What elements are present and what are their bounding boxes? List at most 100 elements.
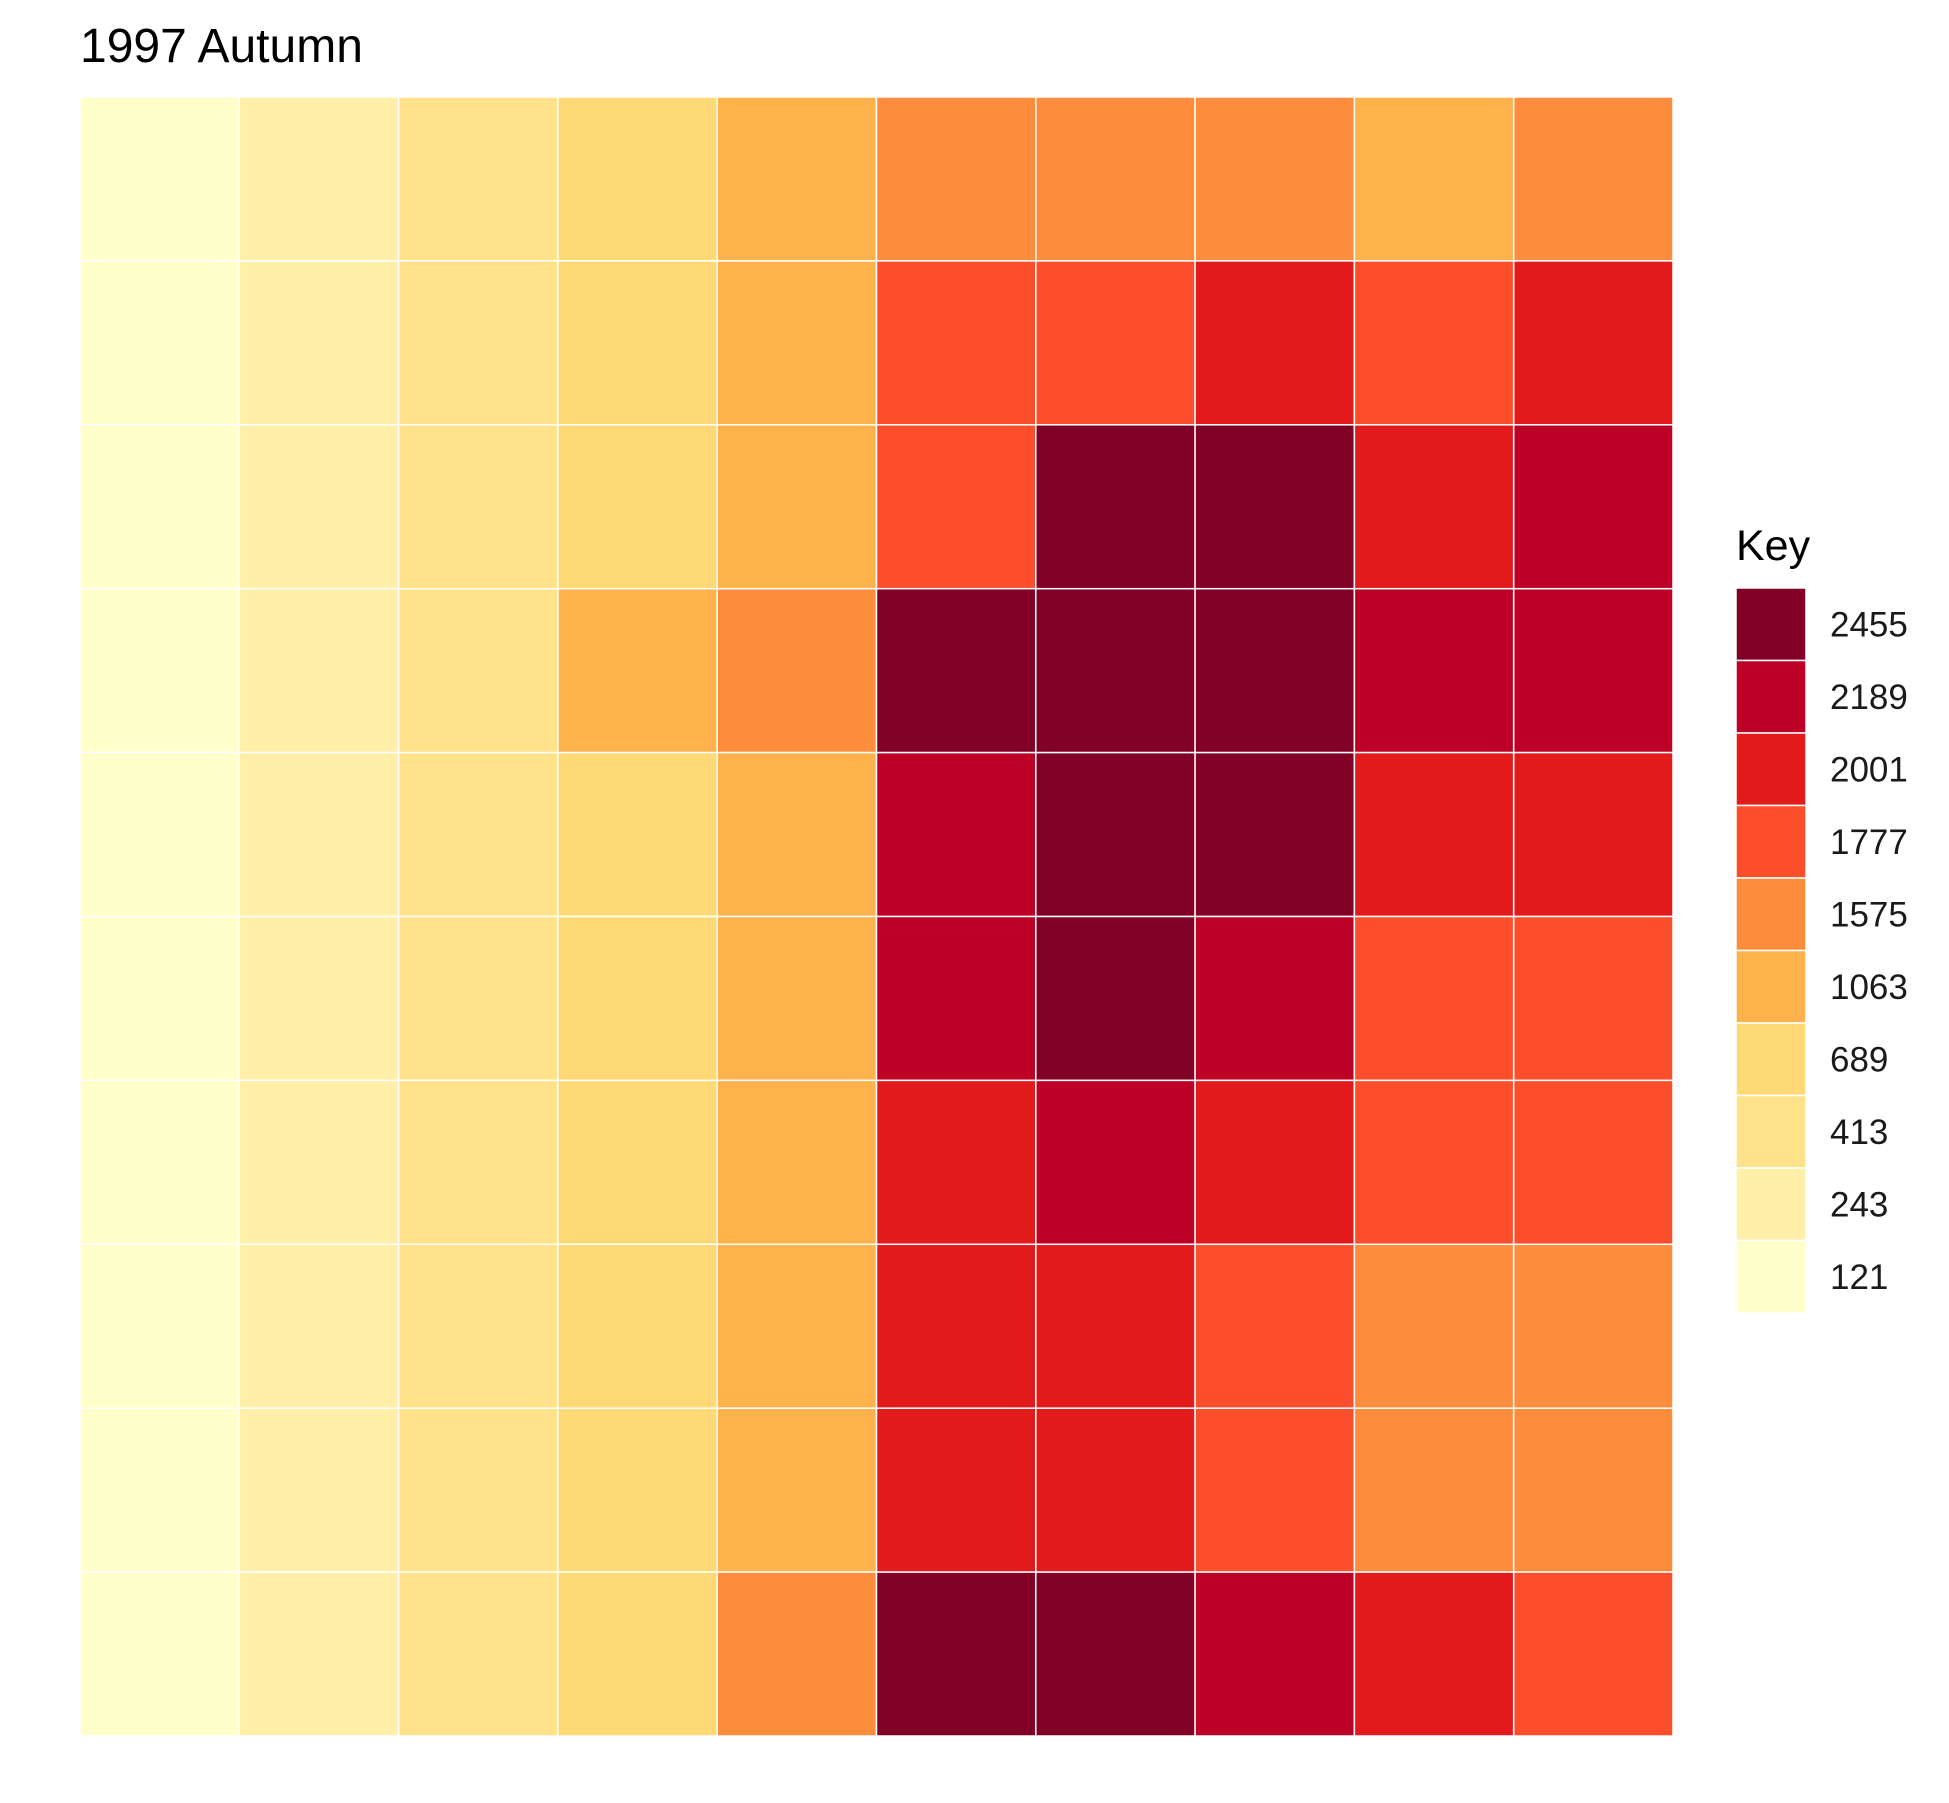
heatmap-cell-r3-c3 [397,424,559,590]
heatmap-cell-r8-c3 [397,1243,559,1409]
heatmap-cell-r9-c5 [716,1407,878,1573]
heatmap-cell-r9-c3 [397,1407,559,1573]
heatmap-cell-r5-c10 [1512,751,1674,918]
legend-swatch-121 [1735,1239,1807,1314]
legend-swatch-1063 [1735,949,1807,1024]
heatmap-cell-r8-c9 [1353,1243,1515,1409]
heatmap-cell-r1-c2 [238,96,400,262]
heatmap-cell-r5-c1 [79,751,241,918]
legend-label-121: 121 [1830,1258,1888,1297]
heatmap-cell-r2-c4 [557,260,718,426]
heatmap-cell-r8-c8 [1194,1243,1356,1409]
heatmap-cell-r9-c7 [1035,1407,1196,1573]
heatmap-cell-r3-c5 [716,424,878,590]
heatmap-cell-r2-c6 [875,260,1037,426]
legend-swatch-1575 [1735,877,1807,952]
legend-label-2001: 2001 [1830,750,1908,789]
legend-swatch-2455 [1735,587,1807,662]
heatmap-cell-r9-c1 [79,1407,241,1573]
legend-swatch-243 [1735,1167,1807,1242]
legend-label-1777: 1777 [1830,823,1908,862]
heatmap-cell-r7-c10 [1512,1079,1674,1246]
heatmap-cell-r2-c5 [716,260,878,426]
heatmap-cell-r5-c9 [1353,751,1515,918]
heatmap-cell-r7-c4 [557,1079,718,1246]
heatmap-cell-r3-c4 [557,424,718,590]
heatmap-cell-r8-c7 [1035,1243,1196,1409]
heatmap-cell-r8-c4 [557,1243,718,1409]
heatmap-cell-r1-c4 [557,96,718,262]
heatmap-cell-r9-c8 [1194,1407,1356,1573]
heatmap-cell-r8-c5 [716,1243,878,1409]
heatmap-cell-r6-c9 [1353,915,1515,1082]
heatmap-cell-r4-c9 [1353,587,1515,754]
heatmap-cell-r6-c3 [397,915,559,1082]
heatmap-cell-r10-c9 [1353,1571,1515,1737]
legend-label-1063: 1063 [1830,968,1908,1007]
heatmap-cell-r4-c10 [1512,587,1674,754]
legend-swatch-689 [1735,1022,1807,1097]
heatmap-cell-r4-c5 [716,587,878,754]
heatmap-cell-r4-c4 [557,587,718,754]
heatmap-cell-r3-c6 [875,424,1037,590]
heatmap-cell-r6-c6 [875,915,1037,1082]
heatmap-cell-r7-c1 [79,1079,241,1246]
heatmap-cell-r2-c3 [397,260,559,426]
heatmap-cell-r3-c8 [1194,424,1356,590]
heatmap-cell-r4-c6 [875,587,1037,754]
legend-swatch-413 [1735,1094,1807,1169]
heatmap-cell-r3-c10 [1512,424,1674,590]
legend-label-2455: 2455 [1830,605,1908,644]
heatmap-cell-r7-c3 [397,1079,559,1246]
heatmap-cell-r2-c2 [238,260,400,426]
heatmap-cell-r4-c1 [79,587,241,754]
heatmap-cell-r10-c7 [1035,1571,1196,1737]
heatmap-cell-r6-c8 [1194,915,1356,1082]
heatmap-cell-r1-c1 [79,96,241,262]
heatmap-cell-r5-c8 [1194,751,1356,918]
heatmap-cell-r1-c7 [1035,96,1196,262]
heatmap-cell-r10-c6 [875,1571,1037,1737]
heatmap-cell-r1-c5 [716,96,878,262]
heatmap-cell-r2-c1 [79,260,241,426]
heatmap-cell-r2-c9 [1353,260,1515,426]
heatmap-cell-r9-c2 [238,1407,400,1573]
legend-label-2189: 2189 [1830,678,1908,717]
legend-title: Key [1736,522,1811,570]
heatmap-cell-r3-c1 [79,424,241,590]
heatmap-cell-r8-c6 [875,1243,1037,1409]
heatmap-cell-r7-c8 [1194,1079,1356,1246]
heatmap-cell-r4-c3 [397,587,559,754]
heatmap-cell-r10-c3 [397,1571,559,1737]
heatmap-cell-r7-c7 [1035,1079,1196,1246]
heatmap-cell-r4-c2 [238,587,400,754]
legend-label-689: 689 [1830,1040,1888,1079]
heatmap-cell-r7-c2 [238,1079,400,1246]
heatmap-cell-r5-c5 [716,751,878,918]
heatmap-cell-r10-c4 [557,1571,718,1737]
heatmap-cell-r1-c6 [875,96,1037,262]
heatmap-cell-r5-c6 [875,751,1037,918]
heatmap-cell-r1-c10 [1512,96,1674,262]
heatmap-cell-r3-c9 [1353,424,1515,590]
heatmap-cell-r7-c5 [716,1079,878,1246]
heatmap-cell-r2-c7 [1035,260,1196,426]
heatmap-cell-r10-c2 [238,1571,400,1737]
legend-swatch-2001 [1735,732,1807,807]
heatmap-cell-r9-c6 [875,1407,1037,1573]
heatmap-cell-r6-c5 [716,915,878,1082]
heatmap-cells [79,96,1674,1737]
heatmap-cell-r10-c8 [1194,1571,1356,1737]
heatmap-cell-r6-c7 [1035,915,1196,1082]
heatmap-cell-r8-c1 [79,1243,241,1409]
chart-title: 1997 Autumn [80,20,363,73]
heatmap-cell-r2-c10 [1512,260,1674,426]
legend-label-1575: 1575 [1830,895,1908,934]
heatmap-cell-r6-c1 [79,915,241,1082]
heatmap-cell-r6-c10 [1512,915,1674,1082]
legend: 2455 2189 2001 1777 1575 1063 689 413 243 121 [1735,587,1908,1314]
heatmap-cell-r1-c3 [397,96,559,262]
legend-swatch-1777 [1735,804,1807,879]
heatmap-cell-r4-c7 [1035,587,1196,754]
heatmap-cell-r8-c2 [238,1243,400,1409]
